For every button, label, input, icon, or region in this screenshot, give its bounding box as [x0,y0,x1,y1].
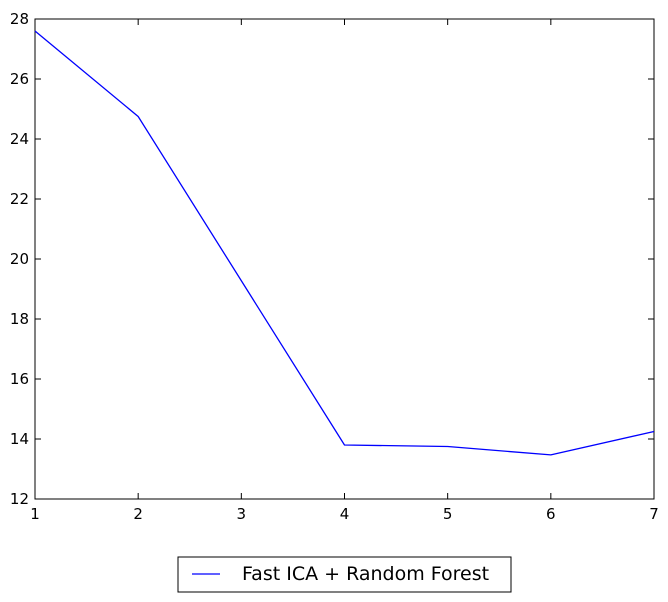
y-tick-label: 20 [10,250,29,268]
y-tick-label: 16 [10,370,29,388]
y-tick-label: 18 [10,310,29,328]
x-tick-label: 3 [237,505,247,523]
x-tick-label: 5 [443,505,453,523]
x-tick-label: 6 [546,505,556,523]
y-tick-label: 12 [10,490,29,508]
x-tick-label: 7 [649,505,659,523]
y-tick-label: 26 [10,70,29,88]
plot-area [34,18,655,500]
y-tick-label: 28 [10,10,29,28]
x-tick-label: 4 [340,505,350,523]
legend-box [177,556,512,593]
x-tick-label: 2 [133,505,143,523]
y-tick-label: 24 [10,130,29,148]
x-tick-label: 1 [30,505,40,523]
legend-label: Fast ICA + Random Forest [242,563,489,585]
x-axis: 1 2 3 4 5 6 7 [30,19,659,523]
legend: Fast ICA + Random Forest [177,556,512,593]
y-tick-label: 22 [10,190,29,208]
series-line [34,30,655,456]
y-tick-label: 14 [10,430,29,448]
series-group [34,30,655,456]
y-axis: 12 14 16 18 20 22 24 26 28 [10,10,654,508]
